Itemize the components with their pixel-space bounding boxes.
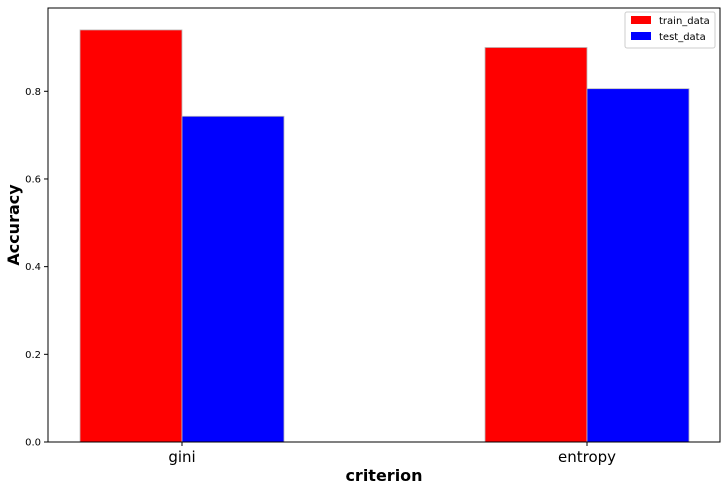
legend-swatch-train-data (631, 16, 651, 24)
y-tick-label: 0.4 (25, 262, 41, 273)
bars-layer (79, 29, 690, 443)
y-tick-label: 0.8 (25, 87, 41, 98)
legend-swatch-test-data (631, 32, 651, 40)
y-tick-label: 0.0 (25, 438, 41, 449)
plot-area-frame (47, 7, 721, 443)
x-tick-label-gini: gini (168, 448, 195, 466)
bar-train-data-gini (79, 29, 183, 443)
x-axis: gini entropy (168, 442, 616, 466)
bar-test-data-gini (181, 115, 285, 443)
y-axis-title: Accuracy (4, 184, 23, 266)
legend: train_data test_data (624, 11, 716, 49)
y-tick-label: 0.2 (25, 350, 41, 361)
legend-label-train-data: train_data (659, 16, 710, 27)
x-tick-label-entropy: entropy (558, 448, 616, 466)
bar-train-data-entropy (484, 47, 588, 443)
y-tick-label: 0.6 (25, 174, 41, 185)
bar-test-data-entropy (586, 88, 690, 443)
y-axis: 0.0 0.2 0.4 0.6 0.8 (25, 87, 48, 449)
x-axis-title: criterion (345, 466, 422, 485)
legend-label-test-data: test_data (659, 32, 706, 43)
